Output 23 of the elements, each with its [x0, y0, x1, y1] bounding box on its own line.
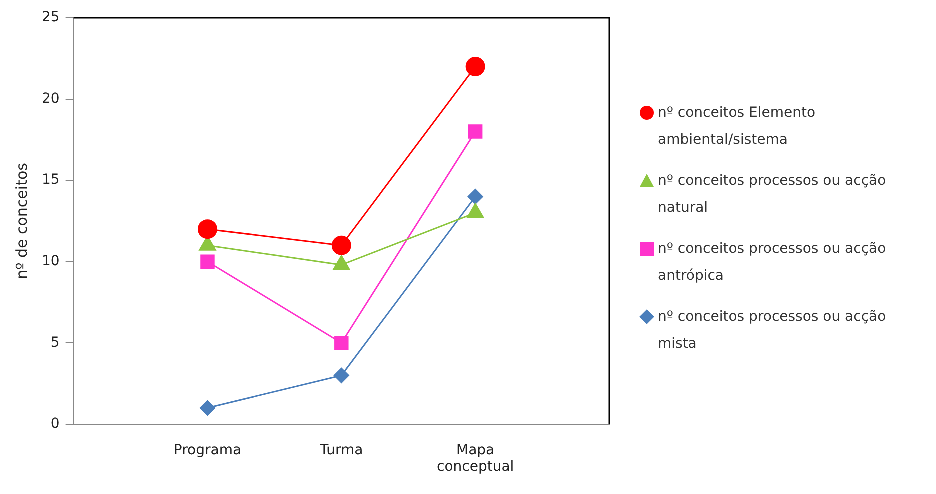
point	[200, 254, 215, 269]
y-tick-label: 10	[42, 253, 60, 270]
point	[334, 368, 350, 384]
y-tick-label: 15	[42, 172, 60, 188]
x-tick-label: Turma	[319, 442, 364, 458]
legend-label: nº conceitos processos ou acção natural	[658, 172, 888, 218]
x-tick-label: Programa	[174, 442, 242, 458]
point	[198, 220, 218, 240]
point	[466, 57, 486, 77]
y-tick-label: 5	[50, 334, 60, 351]
y-axis-title: nº de conceitos	[12, 162, 31, 280]
legend-label: nº conceitos processos ou acção antrópica	[658, 240, 888, 286]
y-tick-label: 0	[50, 416, 60, 432]
point	[468, 124, 483, 139]
point	[200, 400, 216, 416]
point	[334, 336, 349, 350]
legend-label: nº conceitos Elemento ambiental/sistema	[658, 104, 817, 150]
point	[332, 236, 352, 256]
legend-label: nº conceitos processos ou acção mista	[658, 308, 888, 354]
x-tick-label: Mapa conceptual	[436, 442, 514, 476]
y-tick-label: 20	[42, 90, 60, 107]
point	[468, 189, 484, 205]
y-tick-label: 25	[42, 10, 60, 26]
